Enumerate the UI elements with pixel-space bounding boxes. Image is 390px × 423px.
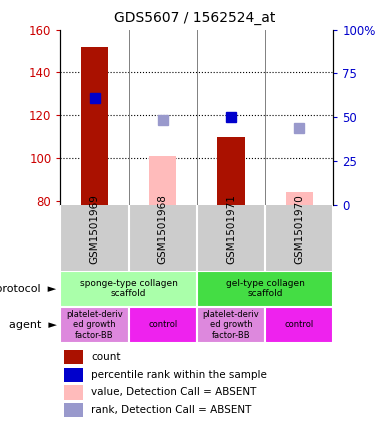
Bar xyxy=(149,156,176,205)
Text: percentile rank within the sample: percentile rank within the sample xyxy=(91,370,267,380)
Bar xyxy=(265,307,333,343)
Bar xyxy=(64,368,83,382)
Text: control: control xyxy=(285,320,314,329)
Bar xyxy=(64,385,83,400)
Bar xyxy=(60,307,129,343)
Text: GSM1501971: GSM1501971 xyxy=(226,194,236,264)
Bar xyxy=(285,192,313,205)
Text: gel-type collagen
scaffold: gel-type collagen scaffold xyxy=(226,279,305,298)
Text: rank, Detection Call = ABSENT: rank, Detection Call = ABSENT xyxy=(91,405,252,415)
Text: growth protocol  ►: growth protocol ► xyxy=(0,284,57,294)
Text: agent  ►: agent ► xyxy=(9,320,57,330)
Bar xyxy=(129,307,197,343)
Text: value, Detection Call = ABSENT: value, Detection Call = ABSENT xyxy=(91,387,257,398)
Bar xyxy=(64,403,83,418)
Text: GSM1501968: GSM1501968 xyxy=(158,194,168,264)
Text: sponge-type collagen
scaffold: sponge-type collagen scaffold xyxy=(80,279,177,298)
Text: count: count xyxy=(91,352,121,362)
Bar xyxy=(64,350,83,364)
Bar xyxy=(197,271,333,307)
Bar xyxy=(60,271,197,307)
Text: GSM1501969: GSM1501969 xyxy=(90,194,99,264)
Bar xyxy=(197,307,265,343)
Text: platelet-deriv
ed growth
factor-BB: platelet-deriv ed growth factor-BB xyxy=(203,310,259,340)
Bar xyxy=(218,137,245,205)
Text: control: control xyxy=(148,320,177,329)
Text: GDS5607 / 1562524_at: GDS5607 / 1562524_at xyxy=(114,11,276,25)
Text: platelet-deriv
ed growth
factor-BB: platelet-deriv ed growth factor-BB xyxy=(66,310,123,340)
Text: GSM1501970: GSM1501970 xyxy=(294,195,304,264)
Bar xyxy=(81,47,108,205)
